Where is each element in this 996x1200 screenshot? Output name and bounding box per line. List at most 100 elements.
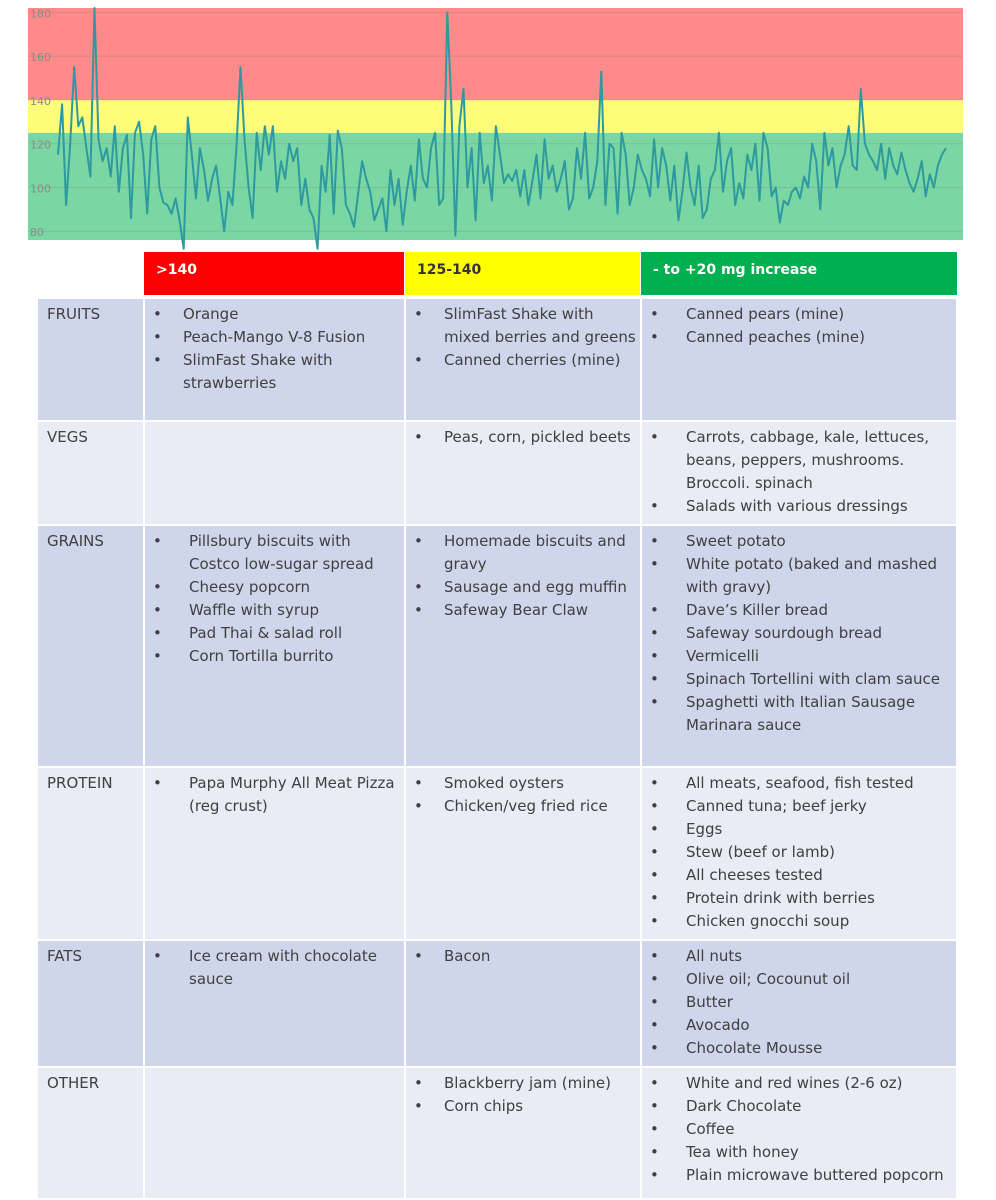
food-item: Spaghetti with Italian Sausage Marinara …: [650, 691, 952, 737]
food-item: Smoked oysters: [414, 772, 636, 795]
category-cell: FATS: [38, 940, 145, 1068]
food-list: Papa Murphy All Meat Pizza (reg crust): [153, 772, 400, 818]
table-row: VEGS Peas, corn, pickled beets Carrots, ca…: [38, 421, 958, 526]
y-tick-label: 140: [30, 95, 51, 108]
header-ok-range: - to +20 mg increase: [641, 252, 957, 295]
mid-range-cell: Homemade biscuits and gravySausage and e…: [405, 525, 642, 768]
table-row: FATSIce cream with chocolate sauce Bacon A…: [38, 940, 958, 1068]
food-item: Papa Murphy All Meat Pizza (reg crust): [153, 772, 400, 818]
high-range-cell: Papa Murphy All Meat Pizza (reg crust): [144, 767, 406, 941]
food-item: Orange: [153, 303, 400, 326]
food-item: White and red wines (2-6 oz): [650, 1072, 952, 1095]
y-tick-label: 100: [30, 182, 51, 195]
category-cell: OTHER: [38, 1067, 145, 1200]
table-row: OTHER Blackberry jam (mine)Corn chips Whit…: [38, 1067, 958, 1200]
mid-range-cell: SlimFast Shake with mixed berries and gr…: [405, 299, 642, 422]
food-list: Carrots, cabbage, kale, lettuces, beans,…: [650, 426, 952, 518]
food-list: Bacon: [414, 945, 636, 968]
food-item: Canned pears (mine): [650, 303, 952, 326]
food-item: Chicken gnocchi soup: [650, 910, 952, 933]
food-item: Plain microwave buttered popcorn: [650, 1164, 952, 1187]
high-range-cell: [144, 1067, 406, 1200]
food-item: Peach-Mango V-8 Fusion: [153, 326, 400, 349]
food-list: White and red wines (2-6 oz)Dark Chocola…: [650, 1072, 952, 1187]
food-item: All cheeses tested: [650, 864, 952, 887]
food-list: Pillsbury biscuits with Costco low-sugar…: [153, 530, 400, 668]
ok-range-cell: Carrots, cabbage, kale, lettuces, beans,…: [641, 421, 958, 526]
food-table: FRUITSOrangePeach-Mango V-8 FusionSlimFa…: [38, 299, 958, 1200]
food-item: Bacon: [414, 945, 636, 968]
food-item: Avocado: [650, 1014, 952, 1037]
food-item: Corn chips: [414, 1095, 636, 1118]
food-list: Blackberry jam (mine)Corn chips: [414, 1072, 636, 1118]
food-item: Carrots, cabbage, kale, lettuces, beans,…: [650, 426, 952, 495]
food-item: Protein drink with berries: [650, 887, 952, 910]
food-item: Safeway Bear Claw: [414, 599, 636, 622]
food-item: Olive oil; Cocounut oil: [650, 968, 952, 991]
food-list: Homemade biscuits and gravySausage and e…: [414, 530, 636, 622]
food-item: SlimFast Shake with strawberries: [153, 349, 400, 395]
food-item: Eggs: [650, 818, 952, 841]
y-tick-label: 160: [30, 51, 51, 64]
high-range-cell: Ice cream with chocolate sauce: [144, 940, 406, 1068]
food-list: Peas, corn, pickled beets: [414, 426, 636, 449]
food-item: All meats, seafood, fish tested: [650, 772, 952, 795]
high-range-cell: OrangePeach-Mango V-8 FusionSlimFast Sha…: [144, 299, 406, 422]
food-list: Ice cream with chocolate sauce: [153, 945, 400, 991]
food-item: Canned tuna; beef jerky: [650, 795, 952, 818]
food-item: Vermicelli: [650, 645, 952, 668]
ok-range-cell: White and red wines (2-6 oz)Dark Chocola…: [641, 1067, 958, 1200]
series-line-0: [57, 7, 947, 250]
category-cell: GRAINS: [38, 525, 145, 768]
table-row: FRUITSOrangePeach-Mango V-8 FusionSlimFa…: [38, 299, 958, 422]
food-item: Pad Thai & salad roll: [153, 622, 400, 645]
food-item: Corn Tortilla burrito: [153, 645, 400, 668]
food-item: Salads with various dressings: [650, 495, 952, 518]
food-item: Pillsbury biscuits with Costco low-sugar…: [153, 530, 400, 576]
food-list: All nutsOlive oil; Cocounut oilButterAvo…: [650, 945, 952, 1060]
food-item: Sweet potato: [650, 530, 952, 553]
y-tick-label: 180: [30, 7, 51, 20]
food-item: Coffee: [650, 1118, 952, 1141]
food-item: Stew (beef or lamb): [650, 841, 952, 864]
band-2: [28, 8, 963, 100]
food-item: Chicken/veg fried rice: [414, 795, 636, 818]
food-item: Cheesy popcorn: [153, 576, 400, 599]
food-item: Homemade biscuits and gravy: [414, 530, 636, 576]
food-item: Spinach Tortellini with clam sauce: [650, 668, 952, 691]
food-list: Smoked oystersChicken/veg fried rice: [414, 772, 636, 818]
header-high-range: >140: [144, 252, 404, 295]
mid-range-cell: Blackberry jam (mine)Corn chips: [405, 1067, 642, 1200]
high-range-cell: [144, 421, 406, 526]
food-item: Blackberry jam (mine): [414, 1072, 636, 1095]
food-item: Tea with honey: [650, 1141, 952, 1164]
food-item: Ice cream with chocolate sauce: [153, 945, 400, 991]
glucose-chart-svg: 80 100 120 140 160 180: [28, 7, 963, 250]
food-item: Sausage and egg muffin: [414, 576, 636, 599]
food-item: Safeway sourdough bread: [650, 622, 952, 645]
food-item: Butter: [650, 991, 952, 1014]
ok-range-cell: All meats, seafood, fish testedCanned tu…: [641, 767, 958, 941]
glucose-chart: 80 100 120 140 160 180: [28, 0, 968, 250]
mid-range-cell: Bacon: [405, 940, 642, 1068]
table-row: PROTEINPapa Murphy All Meat Pizza (reg c…: [38, 767, 958, 941]
food-table-body: FRUITSOrangePeach-Mango V-8 FusionSlimFa…: [38, 299, 958, 1200]
category-cell: FRUITS: [38, 299, 145, 422]
food-list: OrangePeach-Mango V-8 FusionSlimFast Sha…: [153, 303, 400, 395]
food-list: All meats, seafood, fish testedCanned tu…: [650, 772, 952, 933]
food-item: SlimFast Shake with mixed berries and gr…: [414, 303, 636, 349]
ok-range-cell: Canned pears (mine)Canned peaches (mine): [641, 299, 958, 422]
category-cell: VEGS: [38, 421, 145, 526]
ok-range-cell: All nutsOlive oil; Cocounut oilButterAvo…: [641, 940, 958, 1068]
food-item: Waffle with syrup: [153, 599, 400, 622]
food-item: Peas, corn, pickled beets: [414, 426, 636, 449]
food-item: Dave’s Killer bread: [650, 599, 952, 622]
food-item: Chocolate Mousse: [650, 1037, 952, 1060]
mid-range-cell: Smoked oystersChicken/veg fried rice: [405, 767, 642, 941]
high-range-cell: Pillsbury biscuits with Costco low-sugar…: [144, 525, 406, 768]
table-row: GRAINSPillsbury biscuits with Costco low…: [38, 525, 958, 768]
header-mid-range: 125-140: [405, 252, 640, 295]
food-item: All nuts: [650, 945, 952, 968]
y-tick-label: 120: [30, 139, 51, 152]
food-item: Canned cherries (mine): [414, 349, 636, 372]
